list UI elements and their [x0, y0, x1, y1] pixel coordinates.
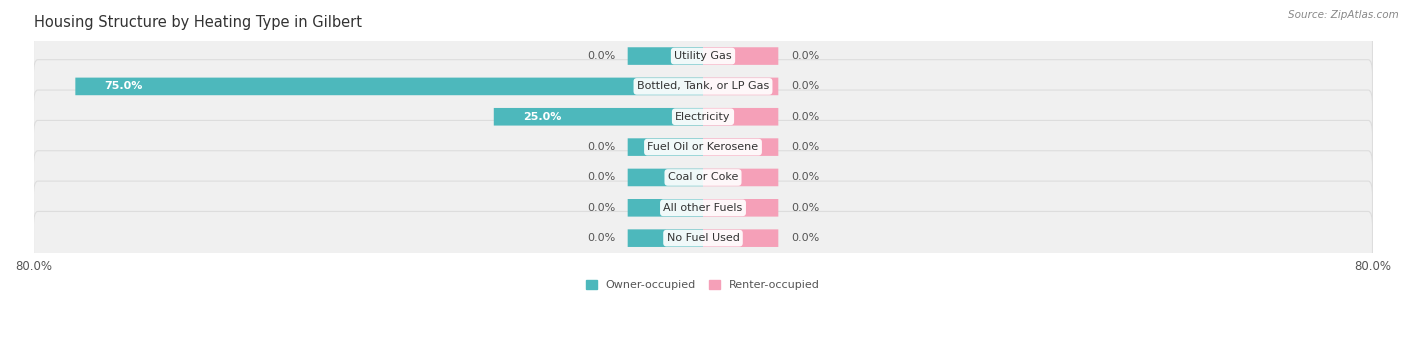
Text: 0.0%: 0.0%	[790, 233, 820, 243]
FancyBboxPatch shape	[703, 229, 779, 247]
FancyBboxPatch shape	[34, 29, 1372, 83]
Text: All other Fuels: All other Fuels	[664, 203, 742, 213]
Text: Coal or Coke: Coal or Coke	[668, 173, 738, 182]
FancyBboxPatch shape	[627, 169, 703, 186]
Text: 0.0%: 0.0%	[586, 142, 616, 152]
Text: Fuel Oil or Kerosene: Fuel Oil or Kerosene	[647, 142, 759, 152]
Text: Source: ZipAtlas.com: Source: ZipAtlas.com	[1288, 10, 1399, 20]
Text: Bottled, Tank, or LP Gas: Bottled, Tank, or LP Gas	[637, 81, 769, 91]
Text: No Fuel Used: No Fuel Used	[666, 233, 740, 243]
FancyBboxPatch shape	[627, 229, 703, 247]
FancyBboxPatch shape	[34, 60, 1372, 113]
Legend: Owner-occupied, Renter-occupied: Owner-occupied, Renter-occupied	[581, 275, 825, 295]
Text: 25.0%: 25.0%	[523, 112, 561, 122]
Text: 0.0%: 0.0%	[790, 203, 820, 213]
Text: 0.0%: 0.0%	[586, 173, 616, 182]
FancyBboxPatch shape	[34, 151, 1372, 204]
FancyBboxPatch shape	[627, 199, 703, 217]
FancyBboxPatch shape	[703, 108, 779, 125]
FancyBboxPatch shape	[34, 181, 1372, 235]
FancyBboxPatch shape	[703, 138, 779, 156]
Text: 0.0%: 0.0%	[586, 203, 616, 213]
Text: 75.0%: 75.0%	[104, 81, 143, 91]
FancyBboxPatch shape	[76, 78, 703, 95]
FancyBboxPatch shape	[34, 211, 1372, 265]
Text: 0.0%: 0.0%	[790, 112, 820, 122]
Text: 0.0%: 0.0%	[790, 51, 820, 61]
FancyBboxPatch shape	[627, 138, 703, 156]
FancyBboxPatch shape	[627, 47, 703, 65]
FancyBboxPatch shape	[703, 47, 779, 65]
FancyBboxPatch shape	[494, 108, 703, 125]
Text: 0.0%: 0.0%	[790, 81, 820, 91]
Text: 0.0%: 0.0%	[790, 142, 820, 152]
FancyBboxPatch shape	[34, 90, 1372, 144]
Text: 0.0%: 0.0%	[790, 173, 820, 182]
Text: 0.0%: 0.0%	[586, 233, 616, 243]
Text: Housing Structure by Heating Type in Gilbert: Housing Structure by Heating Type in Gil…	[34, 15, 361, 30]
FancyBboxPatch shape	[703, 199, 779, 217]
Text: Electricity: Electricity	[675, 112, 731, 122]
Text: Utility Gas: Utility Gas	[675, 51, 731, 61]
FancyBboxPatch shape	[703, 169, 779, 186]
Text: 0.0%: 0.0%	[586, 51, 616, 61]
FancyBboxPatch shape	[703, 78, 779, 95]
FancyBboxPatch shape	[34, 120, 1372, 174]
